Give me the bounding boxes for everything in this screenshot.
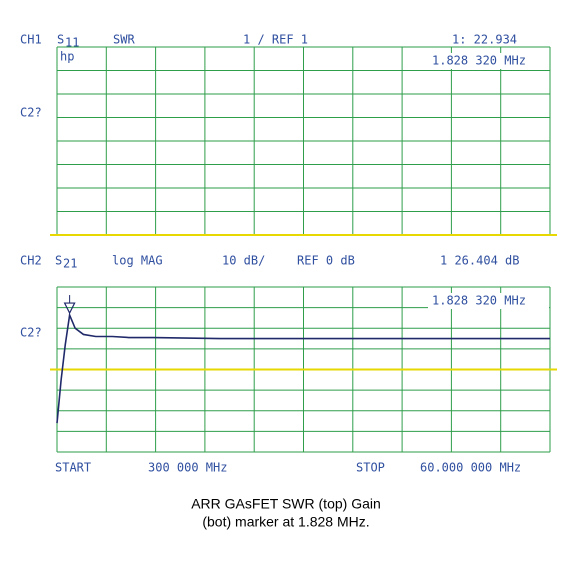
header-parameter: S — [55, 254, 62, 268]
parameter-subscript: 11 — [65, 36, 79, 50]
start-label: START — [55, 461, 91, 475]
header-channel: CH2 — [20, 254, 42, 268]
stop-label: STOP — [356, 461, 385, 475]
header-format: SWR — [113, 33, 135, 47]
header-marker-readout: 1 26.404 dB — [440, 254, 519, 268]
start-value: 300 000 MHz — [148, 461, 227, 475]
header-reference: REF 0 dB — [297, 254, 355, 268]
side-label: C2? — [20, 106, 42, 120]
marker-frequency: 1.828 320 MHz — [432, 54, 526, 68]
header-scale: 10 dB/ — [222, 254, 265, 268]
readout-background — [428, 293, 549, 309]
header-reference: 1 / REF 1 — [243, 33, 308, 47]
stop-value: 60.000 000 MHz — [420, 461, 521, 475]
header-parameter: S — [57, 33, 64, 47]
caption-line: ARR GAsFET SWR (top) Gain — [191, 496, 381, 512]
header-format: log MAG — [112, 254, 163, 268]
header-marker-readout: 1: 22.934 — [452, 33, 517, 47]
parameter-subscript: 21 — [63, 257, 77, 271]
side-label: C2? — [20, 326, 42, 340]
marker — [63, 302, 76, 315]
marker-frequency: 1.828 320 MHz — [432, 294, 526, 308]
trace — [56, 312, 550, 424]
readout-background — [428, 53, 549, 69]
header-channel: CH1 — [20, 33, 42, 47]
caption-line: (bot) marker at 1.828 MHz. — [202, 514, 369, 530]
logo: hp — [60, 50, 74, 64]
